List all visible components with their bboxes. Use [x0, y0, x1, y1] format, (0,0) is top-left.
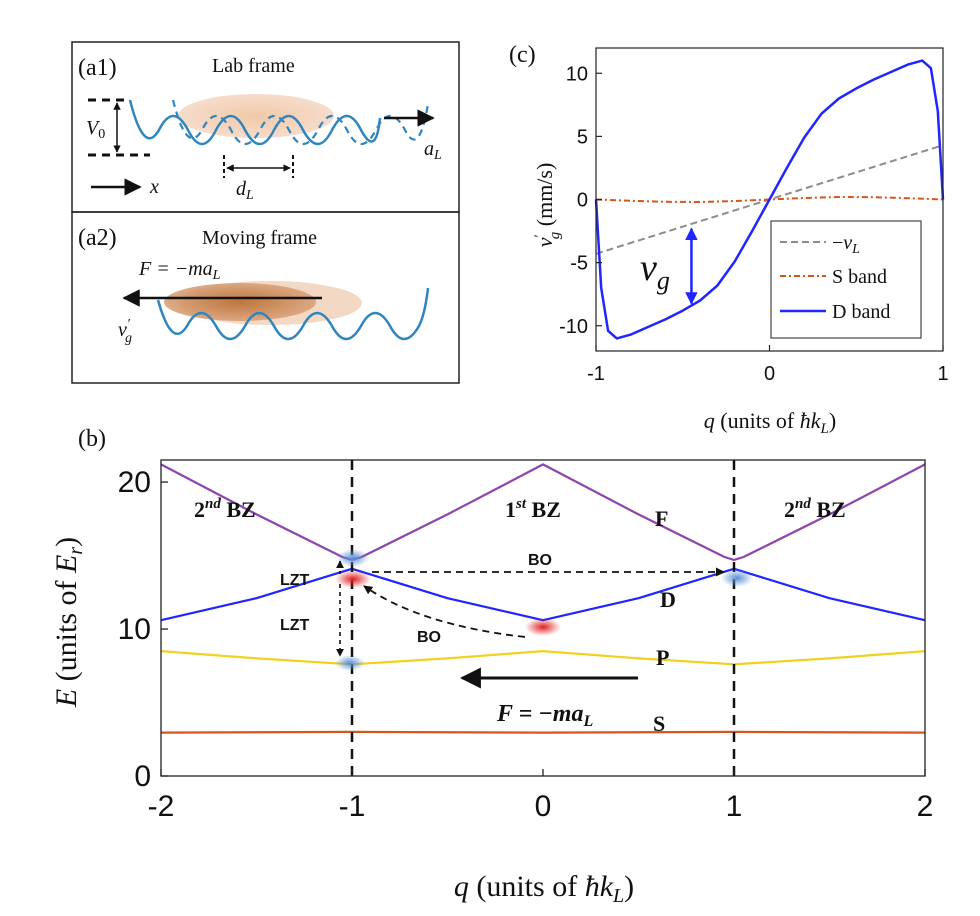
a2-force-eq: F = −maL	[138, 258, 221, 283]
chart-b-ylabel: E (units of Er)	[50, 537, 87, 708]
panel-a1: (a1) Lab frame V0 aL x dL	[71, 41, 460, 213]
panel-a2-title: Moving frame	[202, 227, 317, 249]
band-d	[160, 567, 926, 622]
bz-label-left: 2nd BZ	[194, 496, 256, 522]
series-line-2	[594, 59, 945, 340]
bz-label-center: 1st BZ	[505, 496, 561, 522]
x-tick-label: -2	[148, 790, 175, 823]
band-label-s: S	[653, 711, 665, 736]
vg-annotation: vg	[640, 247, 670, 295]
y-tick-label: 10	[566, 63, 588, 85]
lattice-dashed	[171, 99, 430, 146]
y-tick-label: 20	[118, 466, 151, 499]
panel-a2-label: (a2)	[78, 225, 117, 251]
legend-c-box	[770, 220, 922, 339]
x-tick-label: 0	[535, 790, 552, 823]
a-label: aL	[424, 138, 442, 163]
bo-label-top: BO	[528, 552, 552, 569]
y-tick-label: 5	[577, 126, 588, 148]
vg-prime-label: v′ g	[118, 317, 132, 346]
panel-a1-label: (a1)	[78, 55, 117, 81]
atom-blob-blue-top-left	[337, 549, 369, 567]
atom-blob-blue-right	[721, 569, 753, 587]
panel-b-label: (b)	[78, 426, 106, 452]
atom-blob-red-left	[335, 570, 371, 588]
y-tick-label: -10	[559, 316, 588, 338]
atom-blob-blue-bottom-left	[335, 655, 365, 671]
y-tick-label: -5	[570, 253, 588, 275]
x-label: x	[149, 176, 159, 198]
lattice-moving	[156, 287, 430, 341]
y-tick-label: 10	[118, 613, 151, 646]
panel-a2: (a2) Moving frame F = −maL v′ g	[71, 211, 460, 384]
legend-s-band-label: S band	[832, 266, 887, 288]
panel-a2-frame	[71, 211, 460, 384]
legend-neg-vl-label: −vL	[832, 232, 860, 257]
legend-c: −vL S band D band	[770, 220, 922, 339]
band-s	[160, 730, 926, 734]
chart-b-xlabel: q (units of ħkL)	[454, 870, 634, 907]
atom-cloud	[178, 94, 334, 138]
band-label-f: F	[655, 506, 668, 531]
panel-a1-title: Lab frame	[212, 55, 295, 77]
panel-c-label: (c)	[509, 42, 536, 68]
atom-blob-red-center	[525, 618, 561, 636]
b-force-eq: F = −maL	[496, 701, 593, 730]
bz-label-right: 2nd BZ	[784, 496, 846, 522]
chart-c-ylabel: v′g (mm/s)	[532, 163, 563, 248]
x-tick-label: 1	[726, 790, 743, 823]
d-label: dL	[236, 178, 254, 203]
x-tick-label: 0	[764, 363, 775, 385]
x-tick-label: 1	[937, 363, 948, 385]
chart-c-xlabel: q (units of ħkL)	[704, 408, 836, 437]
x-tick-label: -1	[587, 363, 605, 385]
y-tick-label: 0	[134, 760, 151, 793]
band-label-p: P	[656, 645, 669, 670]
lzt-label-bottom: LZT	[280, 617, 310, 634]
lzt-label-top: LZT	[280, 572, 310, 589]
band-p	[160, 650, 926, 666]
x-tick-label: -1	[339, 790, 366, 823]
y-tick-label: 0	[577, 190, 588, 212]
bo-arrow-bottom	[363, 585, 526, 638]
band-label-d: D	[660, 587, 676, 612]
bo-label-bottom: BO	[417, 629, 441, 646]
v0-label: V0	[86, 117, 105, 142]
x-tick-label: 2	[917, 790, 934, 823]
legend-d-band-label: D band	[832, 301, 890, 323]
atom-cloud-inner	[164, 283, 316, 321]
lattice-solid	[128, 99, 382, 146]
